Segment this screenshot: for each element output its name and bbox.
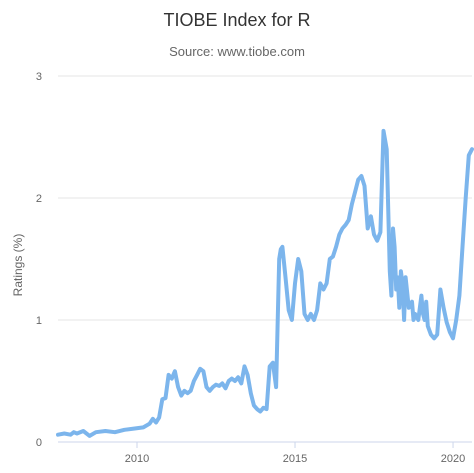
y-tick-label-2: 2 xyxy=(36,193,42,205)
y-axis-label: Ratings (%) xyxy=(11,234,25,297)
series-line-0 xyxy=(56,128,474,438)
grid-lines xyxy=(58,75,472,443)
x-tick-label-2020: 2020 xyxy=(441,453,465,465)
y-tick-label-1: 1 xyxy=(36,315,42,327)
x-axis-ticks: 2010 2015 2020 xyxy=(125,442,465,465)
x-tick-label-2010: 2010 xyxy=(125,453,149,465)
x-tick-label-2015: 2015 xyxy=(283,453,307,465)
y-tick-label-0: 0 xyxy=(36,437,42,449)
series-group xyxy=(56,128,474,438)
chart-subtitle: Source: www.tiobe.com xyxy=(169,44,305,59)
y-axis-ticks: 0 1 2 3 xyxy=(36,71,42,449)
chart-title: TIOBE Index for R xyxy=(163,10,311,30)
y-tick-label-3: 3 xyxy=(36,71,42,83)
